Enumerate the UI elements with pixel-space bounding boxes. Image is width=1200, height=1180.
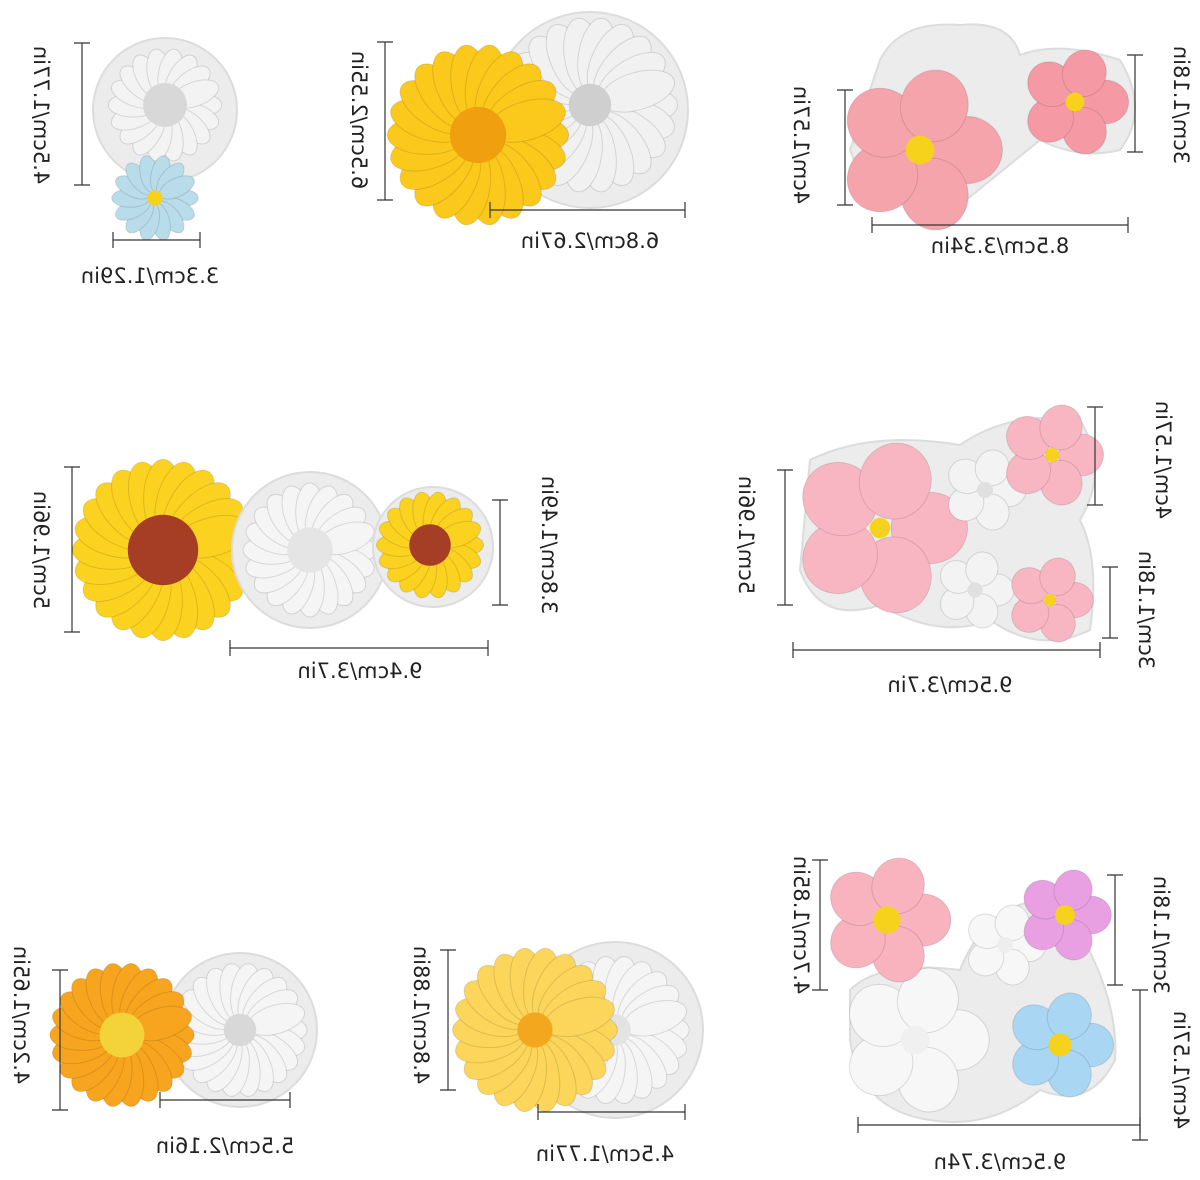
height-label: 3cm/1.18in xyxy=(1149,876,1173,994)
flower xyxy=(830,857,952,983)
flower-center xyxy=(1048,1033,1072,1057)
width-label: 8.5cm/3.34in xyxy=(931,234,1069,258)
petal xyxy=(858,442,932,520)
flower xyxy=(846,69,1003,231)
width-label: 9.5cm/3.74n xyxy=(934,1150,1067,1174)
flower-center xyxy=(287,527,333,573)
flower-center xyxy=(1055,905,1075,925)
flower xyxy=(49,963,195,1107)
flower-center xyxy=(1065,92,1085,112)
width-label: 9.5cm/3.7in xyxy=(887,673,1012,697)
dimension-line xyxy=(377,41,393,201)
flower xyxy=(1011,557,1094,643)
petal xyxy=(802,519,879,595)
flower xyxy=(242,482,378,618)
flower-center xyxy=(223,1013,257,1047)
dimension-line xyxy=(52,969,68,1111)
flower-center xyxy=(1044,594,1056,606)
height-label: 4.8cm/1.88in xyxy=(409,946,433,1084)
flower-center xyxy=(568,83,612,127)
flower xyxy=(1027,49,1130,155)
flower xyxy=(452,947,618,1113)
height-label: 4.5cm/1.77in xyxy=(29,46,53,184)
dimension-line xyxy=(1132,989,1148,1141)
flower-center xyxy=(900,1025,930,1055)
dimension-line xyxy=(812,859,828,991)
dimension-line xyxy=(1087,406,1103,506)
height-label: 5cm/1.96in xyxy=(29,491,53,609)
flower xyxy=(1023,869,1112,961)
width-label: 3.3cm/1.29in xyxy=(81,264,219,288)
dimension-line xyxy=(537,1104,686,1120)
dimension-line xyxy=(837,89,853,206)
dimension-line xyxy=(64,466,80,633)
dimension-line xyxy=(229,640,489,656)
dimension-line xyxy=(792,642,1101,658)
dimension-line xyxy=(1107,874,1123,986)
dimension-line xyxy=(1127,54,1143,153)
dimension-line xyxy=(159,1092,291,1108)
flower xyxy=(386,44,570,226)
flower-center xyxy=(147,190,163,206)
petal xyxy=(802,461,879,537)
flower-center xyxy=(997,937,1013,953)
flower xyxy=(948,449,1027,531)
dimension-line xyxy=(492,499,508,606)
height-label: 6.5cm/2.55in xyxy=(347,51,371,189)
width-label: 6.8cm/2.67in xyxy=(521,229,659,253)
flower-center xyxy=(409,524,451,566)
height-label: 4cm/1.57in xyxy=(1169,1011,1193,1129)
height-label: 4.2cm/1.65in xyxy=(9,946,33,1084)
flower-center xyxy=(1045,448,1059,462)
flower-center xyxy=(143,83,187,127)
flower xyxy=(849,967,990,1113)
flower xyxy=(1006,404,1104,506)
height-label: 3cm/1.18in xyxy=(1169,46,1193,164)
flower xyxy=(375,491,485,599)
flower-center xyxy=(873,906,901,934)
width-label: 9.4cm/3.7in xyxy=(297,659,422,683)
height-label: 4.7cm/1.85in xyxy=(789,856,813,994)
flower xyxy=(111,155,199,241)
flower xyxy=(939,551,1015,629)
dimension-line xyxy=(489,202,686,218)
flower-center xyxy=(967,582,983,598)
dimension-line xyxy=(871,217,1129,233)
dimension-line xyxy=(1102,566,1118,639)
height-label: 5cm/1.96in xyxy=(734,476,758,594)
width-label: 4.5cm/1.77in xyxy=(536,1142,674,1166)
flower-center xyxy=(905,135,935,165)
height-label: 4cm/1.57in xyxy=(789,86,813,204)
height-label: 4cm/1.57in xyxy=(1151,401,1175,519)
width-label: 5.5cm/2.16in xyxy=(156,1134,294,1158)
flower-center xyxy=(869,517,891,539)
height-label: 3.8cm/1.49in xyxy=(537,476,561,614)
flower-center xyxy=(517,1012,553,1048)
flower-center xyxy=(977,482,993,498)
dimension-line xyxy=(112,232,201,248)
dimension-line xyxy=(777,469,793,606)
dimension-line xyxy=(440,949,456,1091)
flower xyxy=(968,904,1047,986)
height-label: 3cm/1.18in xyxy=(1134,551,1158,669)
flower-center xyxy=(449,106,507,164)
flower xyxy=(802,442,969,614)
flower xyxy=(107,48,223,162)
flower xyxy=(71,458,255,642)
dimension-line xyxy=(74,42,90,186)
flower xyxy=(1012,992,1115,1098)
flower-center xyxy=(99,1012,145,1058)
flower-center xyxy=(127,514,199,586)
